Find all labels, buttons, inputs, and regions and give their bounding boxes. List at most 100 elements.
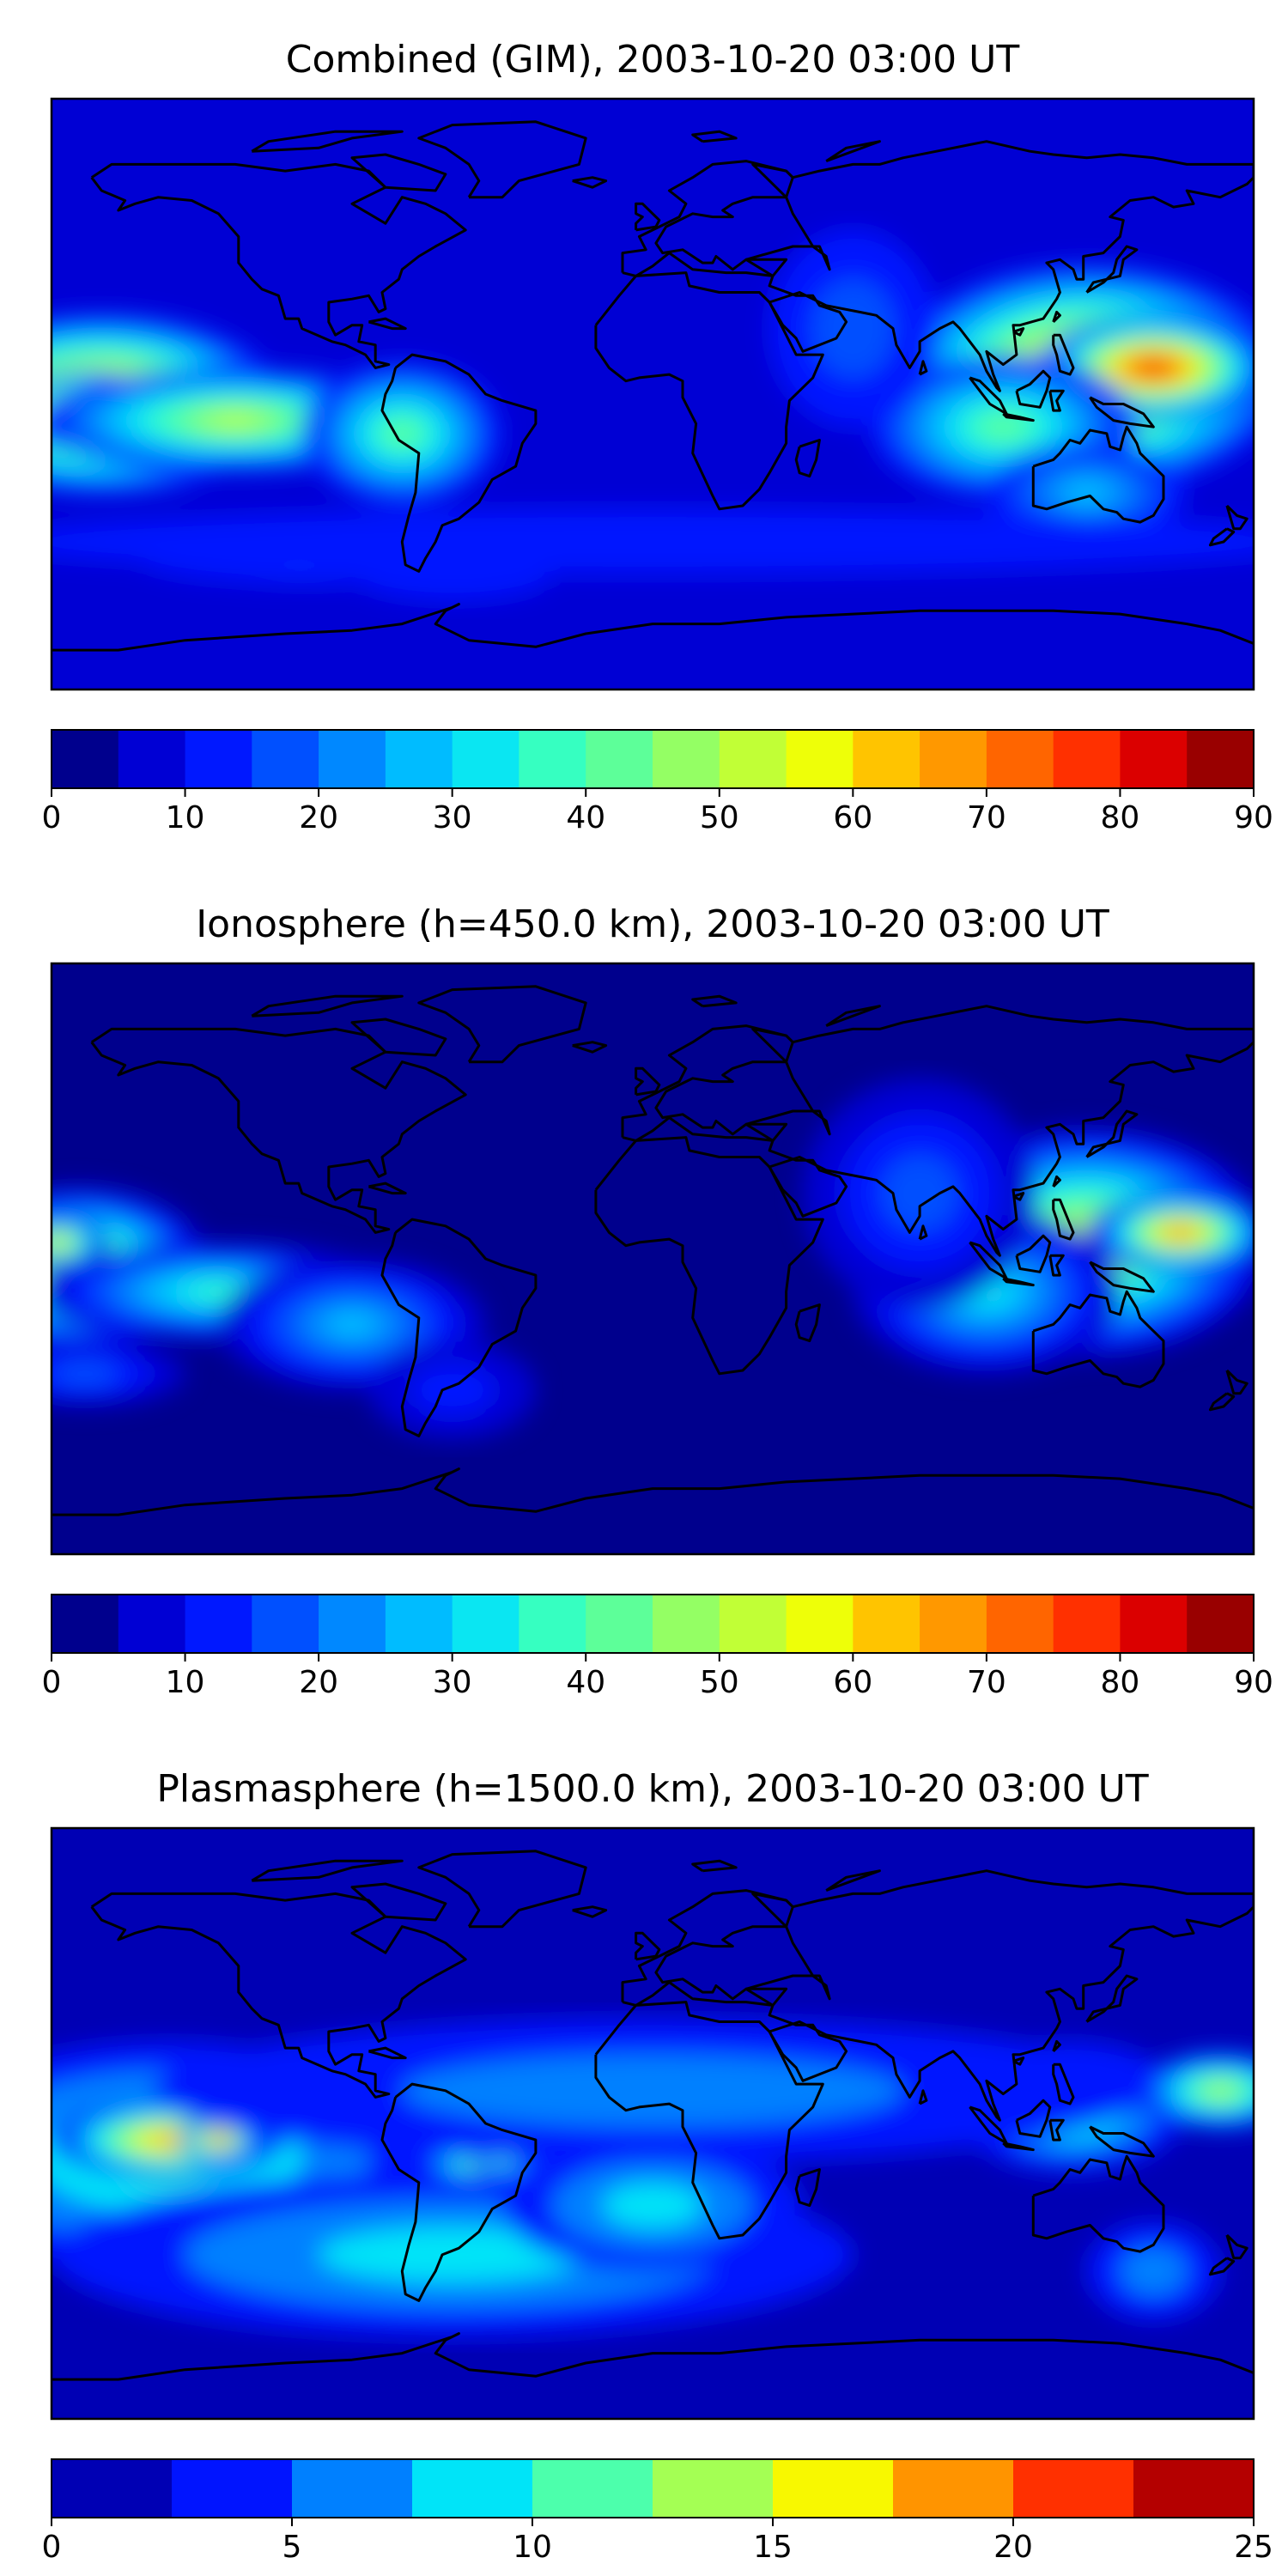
colorbar-swatch-combined-16 [1120, 730, 1188, 788]
coastline-japan [1085, 245, 1139, 294]
coastline-greenland [417, 120, 587, 199]
colorbar-tick-label-ionosphere-3: 30 [433, 1665, 472, 1700]
colorbar-tick-label-combined-9: 90 [1234, 800, 1273, 835]
coastline-north-america [90, 1892, 467, 2099]
colorbar-tick-label-plasmasphere-5: 25 [1234, 2530, 1273, 2565]
coastline-madagascar [794, 1303, 821, 1343]
coastline-greenland [417, 1850, 587, 1929]
tec-contour-combined-3-8 [387, 422, 416, 444]
coastline-borneo [1015, 1234, 1052, 1273]
coastline-taiwan [1052, 1175, 1061, 1188]
coastline-sumatra [969, 1241, 1008, 1280]
tec-contour-combined-2-10 [213, 414, 258, 427]
coastline-philippines [1052, 2063, 1075, 2105]
tec-contour-ionosphere-2-7 [191, 1285, 245, 1299]
coastline-africa [594, 1136, 824, 1376]
tec-contour-combined-8-5 [1061, 480, 1112, 505]
colorbar-swatch-plasmasphere-3 [412, 2459, 533, 2518]
panel-title-plasmasphere: Plasmasphere (h=1500.0 km), 2003-10-20 0… [156, 1767, 1148, 1811]
colorbar-tick-label-combined-1: 10 [166, 800, 205, 835]
coastline-novaya-zemlya [825, 1005, 881, 1028]
colorbar-swatch-ionosphere-8 [586, 1595, 653, 1653]
map-ionosphere [52, 963, 1254, 1554]
colorbar-tick-label-combined-7: 70 [967, 800, 1006, 835]
coastline-iceland [572, 176, 608, 189]
coastline-new-zealand [1225, 504, 1249, 531]
colorbar-swatch-ionosphere-17 [1187, 1595, 1255, 1653]
colorbar-tick-label-ionosphere-4: 40 [566, 1665, 605, 1700]
coastline-novaya-zemlya [825, 140, 881, 163]
tec-contour-combined-9-3 [811, 279, 895, 378]
colorbar-swatch-ionosphere-5 [385, 1595, 453, 1653]
colorbar-tick-label-ionosphere-0: 0 [42, 1665, 62, 1700]
coastline-europe [621, 1889, 794, 2007]
tec-contour-plasmasphere-9-2 [402, 2054, 903, 2127]
coastline-asia [745, 140, 1254, 392]
colorbar-swatch-combined-17 [1187, 730, 1255, 788]
coastline-cuba [368, 2046, 407, 2060]
coastline-philippines [1052, 1198, 1075, 1241]
colorbar-swatch-plasmasphere-7 [893, 2459, 1014, 2518]
coastline-new-zealand [1225, 1369, 1249, 1395]
colorbar-swatch-combined-14 [986, 730, 1054, 788]
coastline-hainan [1012, 1192, 1025, 1201]
coastline-antarctica [52, 2332, 1254, 2381]
colorbar-swatch-ionosphere-10 [719, 1595, 787, 1653]
colorbar-swatch-combined-8 [586, 730, 653, 788]
coastline-asia [745, 1869, 1254, 2122]
colorbar-swatch-combined-12 [853, 730, 920, 788]
coastline-svalbard [691, 994, 738, 1008]
colorbar-swatch-ionosphere-3 [252, 1595, 319, 1653]
coastline-borneo [1015, 369, 1052, 409]
coastline-sri-lanka [918, 2089, 928, 2105]
colorbar-swatch-plasmasphere-5 [653, 2459, 774, 2518]
coastline-baffin [350, 1018, 447, 1057]
coastline-new-zealand-south [1208, 527, 1236, 547]
colorbar-tick-label-ionosphere-2: 20 [299, 1665, 338, 1700]
map-frame-ionosphere [50, 962, 1255, 1556]
coastline-japan [1085, 1109, 1139, 1158]
tec-contour-plasmasphere-8-5 [1203, 2082, 1237, 2099]
colorbar-tick-label-combined-8: 80 [1101, 800, 1140, 835]
colorbar-tick-label-combined-6: 60 [833, 800, 872, 835]
colorbar-swatch-ionosphere-12 [853, 1595, 920, 1653]
coastline-uk [635, 1066, 661, 1097]
colorbar-swatch-combined-4 [319, 730, 386, 788]
colorbar-tick-label-combined-5: 50 [700, 800, 739, 835]
tec-contour-ionosphere-1-12 [53, 1240, 63, 1245]
tec-contour-ionosphere-5-14 [1173, 1230, 1188, 1236]
colorbar-tick-label-plasmasphere-0: 0 [42, 2530, 62, 2565]
coastline-sri-lanka [918, 1224, 928, 1241]
coastline-madagascar [794, 2168, 821, 2208]
panel-title-ionosphere: Ionosphere (h=450.0 km), 2003-10-20 03:0… [196, 902, 1109, 946]
colorbar-swatch-combined-1 [118, 730, 186, 788]
coastline-hainan [1012, 327, 1025, 337]
coastline-north-america [90, 162, 467, 369]
coastline-europe [621, 160, 794, 277]
colorbar-frame-plasmasphere [51, 2458, 1255, 2518]
colorbar-swatch-plasmasphere-4 [532, 2459, 653, 2518]
colorbar-swatch-combined-13 [920, 730, 987, 788]
tec-field-combined [52, 229, 1254, 601]
colorbar-combined: 0 10 20 30 40 50 60 70 80 90 [42, 729, 1273, 835]
coastline-baffin [350, 153, 447, 192]
colorbar-swatch-plasmasphere-2 [292, 2459, 413, 2518]
coastline-iceland [572, 1905, 608, 1918]
coastline-uk [635, 202, 661, 232]
colorbar-swatch-combined-3 [252, 730, 319, 788]
coastline-borneo [1015, 2099, 1052, 2138]
map-frame-plasmasphere [50, 1826, 1255, 2421]
colorbar-tick-label-plasmasphere-1: 5 [283, 2530, 302, 2565]
colorbar-swatch-combined-15 [1053, 730, 1121, 788]
coastline-madagascar [794, 439, 821, 478]
coastline-new-guinea [1089, 396, 1155, 428]
panel-ionosphere: Ionosphere (h=450.0 km), 2003-10-20 03:0… [42, 902, 1273, 1700]
colorbar-swatch-combined-0 [52, 730, 119, 788]
coastline-australia [1031, 1290, 1165, 1388]
coastline-arctic-islands [251, 130, 404, 153]
colorbar-tick-label-ionosphere-7: 70 [967, 1665, 1006, 1700]
colorbar-swatch-ionosphere-7 [519, 1595, 586, 1653]
colorbar-swatch-combined-2 [185, 730, 252, 788]
coastline-south-america [380, 353, 538, 573]
colorbar-frame-ionosphere [51, 1594, 1255, 1654]
